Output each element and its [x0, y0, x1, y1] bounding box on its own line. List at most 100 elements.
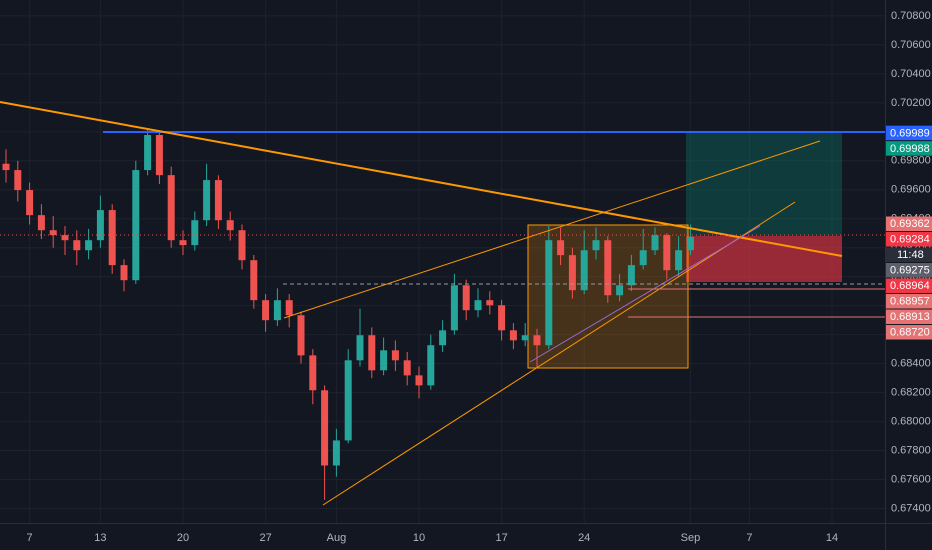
candles [2, 128, 694, 500]
price-labels: 0.69989 0.69988 0.69362 0.69284 11:48 0.69275… [886, 125, 932, 340]
candle-body [639, 250, 647, 266]
candle-body [450, 285, 458, 331]
countdown-bg [886, 247, 932, 263]
candle-body [226, 220, 234, 231]
candle-body [321, 390, 329, 466]
y-tick-label: 0.67800 [891, 444, 931, 456]
candle-body [344, 360, 352, 441]
candle-body [415, 375, 423, 386]
candle-body [616, 285, 624, 296]
candle-body [26, 190, 34, 216]
price-label: 0.68913 [890, 311, 930, 323]
candle-body [73, 240, 81, 251]
candle-body [356, 335, 364, 361]
candle-body [686, 236, 694, 251]
x-tick-label: Sep [681, 532, 701, 544]
candle-body [61, 235, 69, 241]
candle-body [675, 250, 683, 271]
candle-body [37, 215, 45, 231]
loss-zone [686, 236, 842, 282]
candle-body [214, 180, 222, 221]
x-tick-label: 7 [746, 532, 752, 544]
candle-body [509, 330, 517, 341]
price-label: 0.69989 [890, 127, 930, 139]
candle-body [427, 345, 435, 386]
candle-body [462, 285, 470, 311]
price-label: 0.68720 [890, 327, 930, 339]
y-tick-label: 0.68000 [891, 415, 931, 427]
candle-body [262, 300, 270, 321]
candle-body [179, 240, 187, 246]
candle-body [439, 330, 447, 346]
y-tick-label: 0.68400 [891, 358, 931, 370]
x-tick-label: 14 [826, 532, 838, 544]
price-label: 0.69988 [890, 143, 930, 155]
price-label-bg [886, 232, 932, 247]
candle-body [285, 300, 293, 316]
candle-body [238, 230, 246, 261]
channel-line [322, 201, 796, 506]
price-label: 0.68964 [890, 280, 930, 292]
channel-line [283, 140, 821, 319]
grid [0, 0, 885, 523]
candle-body [96, 210, 104, 241]
candle-body [663, 235, 671, 271]
candle-body [474, 300, 482, 311]
y-tick-label: 0.70200 [891, 97, 931, 109]
candle-body [627, 265, 635, 286]
price-label-bg [886, 278, 932, 294]
price-label-bg [886, 263, 932, 278]
candle-body [108, 210, 116, 266]
candle-body [533, 335, 541, 346]
price-label-bg [886, 294, 932, 309]
y-tick-label: 0.67600 [891, 473, 931, 485]
candle-body [2, 163, 10, 171]
candle-body [144, 135, 152, 171]
candle-body [297, 315, 305, 356]
candle-body [651, 235, 659, 251]
trend-line [0, 101, 843, 257]
candle-body [545, 240, 553, 346]
y-tick-label: 0.70800 [891, 10, 931, 22]
price-label-bg [886, 125, 932, 141]
drawings [0, 101, 885, 506]
candle-body [309, 355, 317, 391]
candle-body [592, 240, 600, 251]
price-label-bg [886, 141, 932, 156]
price-label: 0.68957 [890, 296, 930, 308]
profit-zone [686, 133, 842, 236]
candle-body [14, 170, 22, 191]
candle-body [155, 135, 163, 176]
candle-body [368, 335, 376, 371]
candle-body [380, 350, 388, 371]
candle-body [604, 240, 612, 296]
x-tick-label: 24 [578, 532, 590, 544]
candle-body [132, 170, 140, 281]
price-label: 0.69284 [890, 234, 930, 246]
candle-body [49, 230, 57, 236]
x-tick-label: 7 [27, 532, 33, 544]
candle-body [85, 240, 93, 251]
candle-body [191, 220, 199, 246]
y-tick-label: 0.68200 [891, 387, 931, 399]
price-label-bg [886, 216, 932, 232]
candle-body [580, 250, 588, 291]
x-tick-label: Aug [327, 532, 347, 544]
y-tick-label: 0.70400 [891, 68, 931, 80]
candle-body [498, 305, 506, 331]
countdown: 11:48 [897, 249, 924, 261]
x-tick-label: 10 [413, 532, 425, 544]
candle-body [167, 175, 175, 241]
y-tick-label: 0.70600 [891, 39, 931, 51]
y-tick-label: 0.67400 [891, 502, 931, 514]
x-tick-label: 20 [177, 532, 189, 544]
x-tick-label: 27 [259, 532, 271, 544]
candle-body [403, 360, 411, 376]
x-tick-label: 17 [495, 532, 507, 544]
price-label-bg [886, 309, 932, 325]
y-tick-label: 0.69800 [891, 155, 931, 167]
price-label: 0.69275 [890, 265, 930, 277]
support-line [529, 225, 761, 363]
price-label: 0.69362 [890, 218, 930, 230]
